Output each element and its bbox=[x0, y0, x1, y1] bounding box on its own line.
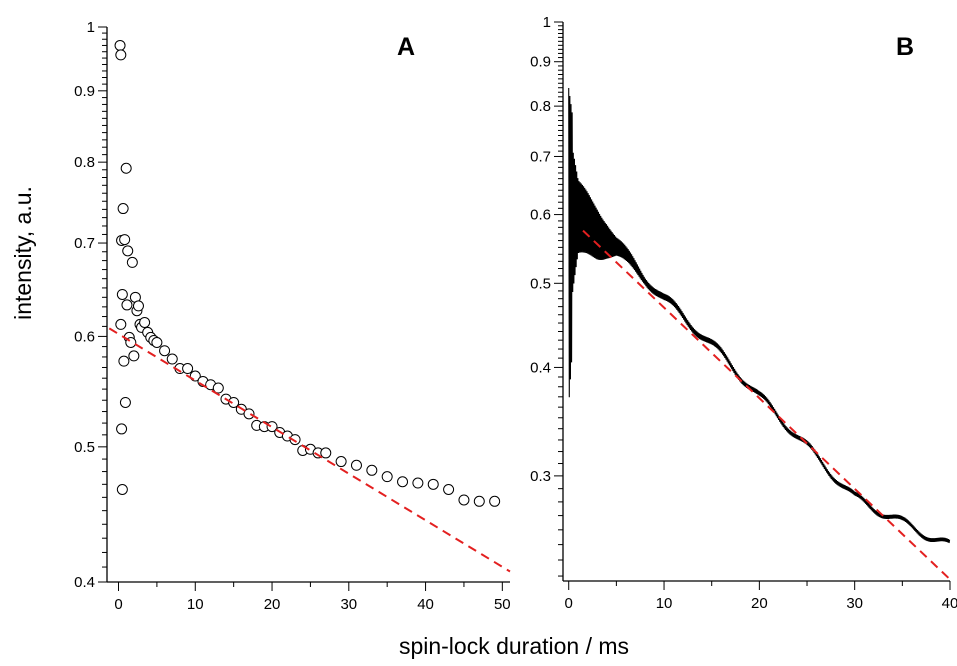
panel-label-a: A bbox=[397, 33, 415, 61]
panel-a-x-tick-label: 50 bbox=[494, 596, 511, 613]
panel-a-data-point bbox=[458, 494, 470, 506]
panel-b-signal-line bbox=[568, 87, 951, 544]
panel-a-data-point bbox=[116, 423, 128, 435]
x-axis-label: spin-lock duration / ms bbox=[399, 633, 629, 659]
panel-a-data-point bbox=[126, 256, 138, 268]
panel-a-data-point bbox=[489, 495, 501, 507]
panel-a-data-point bbox=[289, 434, 301, 446]
panel-a-data-point bbox=[381, 471, 393, 483]
panel-a-data-point bbox=[159, 345, 171, 357]
panel-a-data-point bbox=[116, 483, 128, 495]
panel-a-x-tick-label: 20 bbox=[264, 596, 281, 613]
panel-a-data-points bbox=[114, 39, 501, 507]
panel-a-data-point bbox=[115, 318, 127, 330]
panel-a-x-tick-label: 0 bbox=[114, 596, 122, 613]
panel-b-x-tick-label: 20 bbox=[751, 595, 768, 612]
panel-b-y-tick-label: 0.8 bbox=[530, 98, 551, 115]
panel-a-data-point bbox=[120, 162, 132, 174]
panel-b-y-tick-label: 1 bbox=[543, 14, 551, 31]
panel-b-fit-line bbox=[582, 229, 951, 581]
panel-a-y-tick-label: 0.9 bbox=[74, 83, 95, 100]
panel-a-data-point bbox=[132, 300, 144, 312]
panel-a-x-tick-label: 10 bbox=[187, 596, 204, 613]
panel-a-y-tick-label: 0.6 bbox=[74, 328, 95, 345]
panel-a-data-point bbox=[119, 234, 131, 246]
panel-a-data-point bbox=[151, 336, 163, 348]
panel-a-data-point bbox=[119, 396, 131, 408]
panel-a-y-tick-label: 0.5 bbox=[74, 439, 95, 456]
panel-b-y-tick-label: 0.3 bbox=[530, 468, 551, 485]
panel-label-b: B bbox=[896, 33, 914, 61]
panel-a-data-point bbox=[128, 350, 140, 362]
panel-a-y-tick-label: 0.7 bbox=[74, 235, 95, 252]
panel-b-y-tick-label: 0.7 bbox=[530, 148, 551, 165]
panel-b: 0 10 20 30 40 0.3 0.4 0.5 0.6 0.7 0.8 0.9 1 bbox=[530, 14, 957, 612]
panel-b-x-tick-label: 30 bbox=[846, 595, 863, 612]
panel-a-data-point bbox=[117, 203, 129, 215]
panel-a-data-point bbox=[473, 495, 485, 507]
panel-a-data-point bbox=[350, 459, 362, 471]
panel-a-data-point bbox=[139, 316, 151, 328]
panel-a-data-point bbox=[212, 382, 224, 394]
panel-a-x-tick-label: 30 bbox=[340, 596, 357, 613]
panel-a-data-point bbox=[427, 478, 439, 490]
panel-a-data-point bbox=[122, 245, 134, 257]
panel-a-data-point bbox=[114, 39, 126, 51]
panel-a-y-tick-label: 0.4 bbox=[74, 574, 95, 591]
panel-a-data-point bbox=[335, 456, 347, 468]
panel-a-x-tick-label: 40 bbox=[417, 596, 434, 613]
panel-a-data-point bbox=[443, 483, 455, 495]
panel-a-y-tick-label: 0.8 bbox=[74, 154, 95, 171]
panel-a-data-point bbox=[243, 408, 255, 420]
panel-b-x-tick-label: 40 bbox=[942, 595, 957, 612]
panel-a-data-point bbox=[116, 288, 128, 300]
panel-a-data-point bbox=[182, 363, 194, 375]
panel-a-data-point bbox=[397, 476, 409, 488]
panel-a-data-point bbox=[115, 49, 127, 61]
panel-b-y-tick-label: 0.5 bbox=[530, 275, 551, 292]
panel-a-data-point bbox=[412, 477, 424, 489]
panel-a-data-point bbox=[266, 421, 278, 433]
panel-a-data-point bbox=[366, 464, 378, 476]
panel-b-x-tick-label: 10 bbox=[656, 595, 673, 612]
panel-a-data-point bbox=[118, 355, 130, 367]
y-axis-label: intensity, a.u. bbox=[10, 186, 36, 320]
panel-a: 0 10 20 30 40 50 0.4 0.5 0.6 0.7 0.8 0.9 1 bbox=[74, 19, 511, 613]
panel-a-data-point bbox=[320, 447, 332, 459]
panel-b-x-tick-label: 0 bbox=[565, 595, 573, 612]
panel-b-y-tick-label: 0.9 bbox=[530, 54, 551, 71]
panel-b-y-tick-label: 0.6 bbox=[530, 207, 551, 224]
panel-a-data-point bbox=[228, 396, 240, 408]
panel-a-fit-line bbox=[108, 327, 511, 573]
panel-a-data-point bbox=[166, 353, 178, 365]
panel-b-y-tick-label: 0.4 bbox=[530, 359, 551, 376]
panel-a-data-point bbox=[121, 299, 133, 311]
panel-a-y-tick-label: 1 bbox=[87, 19, 95, 36]
